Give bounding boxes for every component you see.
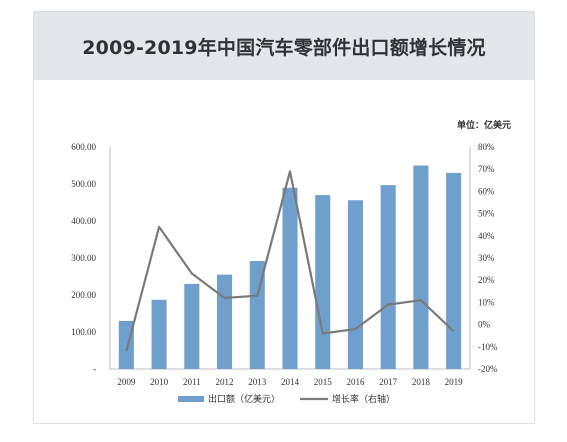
- y-right-tick-label: 70%: [478, 164, 495, 174]
- y-right-tick-label: -10%: [478, 342, 498, 352]
- y-left-tick-label: 600.00: [71, 142, 96, 152]
- growth-rate-line: [125, 170, 455, 352]
- y-right-tick-label: 40%: [478, 231, 495, 241]
- x-tick-label: 2009: [117, 377, 136, 387]
- bar: [282, 187, 298, 369]
- x-tick-label: 2011: [183, 377, 201, 387]
- y-right-tick-label: -20%: [478, 364, 498, 374]
- chart-title: 2009-2019年中国汽车零部件出口额增长情况: [82, 36, 486, 59]
- bar: [184, 283, 200, 369]
- y-left-tick-label: 400.00: [71, 216, 96, 226]
- bar: [413, 165, 429, 369]
- y-left-tick-label: 300.00: [71, 253, 96, 263]
- legend-swatch-bar: [178, 396, 204, 402]
- bar: [446, 172, 462, 369]
- y-left-tick-label: 100.00: [71, 327, 96, 337]
- bar: [380, 185, 396, 369]
- title-bar: 2009-2019年中国汽车零部件出口额增长情况: [34, 12, 534, 80]
- bar: [217, 274, 233, 369]
- x-tick-label: 2019: [445, 377, 464, 387]
- x-tick-label: 2015: [314, 377, 333, 387]
- y-right-tick-label: 0%: [478, 320, 491, 330]
- y-right-tick-label: 20%: [478, 275, 495, 285]
- unit-label: 单位：亿美元: [457, 119, 511, 131]
- x-tick-label: 2018: [412, 377, 431, 387]
- bar: [249, 260, 265, 369]
- x-tick-label: 2012: [216, 377, 234, 387]
- legend-label-bar: 出口额（亿美元）: [208, 393, 280, 405]
- y-left-tick-label: 500.00: [71, 179, 96, 189]
- x-tick-label: 2016: [346, 377, 365, 387]
- y-right-tick-label: 10%: [478, 297, 495, 307]
- x-tick-label: 2014: [281, 377, 300, 387]
- legend-label-line: 增长率（右轴）: [332, 393, 395, 405]
- bar: [347, 200, 363, 369]
- y-right-tick-label: 80%: [478, 142, 495, 152]
- y-right-tick-label: 60%: [478, 186, 495, 196]
- x-tick-label: 2017: [379, 377, 398, 387]
- bar: [151, 299, 167, 369]
- x-tick-label: 2013: [248, 377, 267, 387]
- y-right-tick-label: 30%: [478, 253, 495, 263]
- y-right-tick-label: 50%: [478, 209, 495, 219]
- x-tick-label: 2010: [150, 377, 169, 387]
- y-left-tick-label: -: [93, 364, 96, 374]
- y-left-tick-label: 200.00: [71, 290, 96, 300]
- bar: [315, 195, 331, 369]
